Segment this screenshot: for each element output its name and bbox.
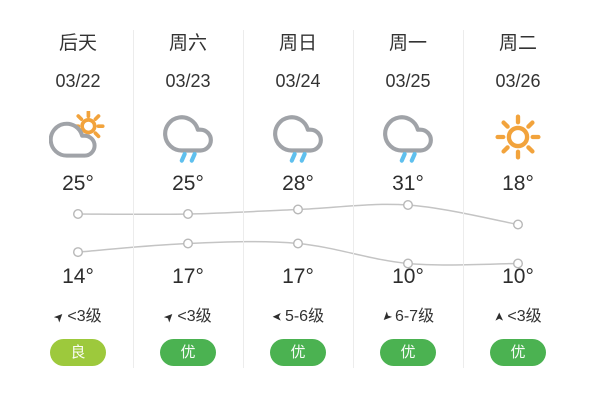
column-divider: [463, 30, 464, 368]
rain-icon: [243, 105, 353, 169]
wind-level-label: 5-6级: [284, 308, 325, 325]
wind-info: ➤<3级: [463, 295, 573, 339]
aqi-row: 优: [463, 339, 573, 369]
day-label: 后天: [58, 33, 97, 54]
chart-gap: [463, 207, 573, 259]
day-label: 周一: [388, 33, 427, 54]
high-temp-label: 28°: [282, 172, 314, 195]
low-temp-label: 10°: [392, 265, 424, 288]
wind-level-label: <3级: [67, 308, 102, 325]
aqi-badge[interactable]: 优: [270, 339, 326, 366]
high-temp-label: 25°: [62, 172, 94, 195]
wind-info: ➤<3级: [23, 295, 133, 339]
forecast-day-column[interactable]: 周二 03/26 18° 10° ➤<3级 优: [463, 0, 573, 405]
chart-gap: [243, 207, 353, 259]
chart-gap: [133, 207, 243, 259]
wind-info: ➤6-7级: [353, 295, 463, 339]
column-divider: [243, 30, 244, 368]
aqi-row: 优: [243, 339, 353, 369]
wind-info: ➤ 5-6级: [243, 295, 353, 339]
column-divider: [133, 30, 134, 368]
partly-cloudy-icon: [23, 105, 133, 169]
day-label: 周日: [278, 33, 317, 54]
forecast-day-column[interactable]: 周一 03/25 31° 10° ➤6-7级 优: [353, 0, 463, 405]
date-label: 03/22: [55, 71, 101, 91]
aqi-badge[interactable]: 良: [50, 339, 106, 366]
date-label: 03/23: [165, 71, 211, 91]
day-label: 周六: [168, 33, 207, 54]
aqi-badge[interactable]: 优: [160, 339, 216, 366]
aqi-badge[interactable]: 优: [490, 339, 546, 366]
wind-direction-icon: ➤: [492, 311, 507, 323]
low-temp-label: 17°: [172, 265, 204, 288]
chart-gap: [353, 207, 463, 259]
sunny-icon: [463, 105, 573, 169]
date-label: 03/25: [385, 71, 431, 91]
wind-level-label: 6-7级: [394, 308, 435, 325]
high-temp-label: 25°: [172, 172, 204, 195]
low-temp-label: 14°: [62, 265, 94, 288]
low-temp-label: 17°: [282, 265, 314, 288]
rain-icon: [353, 105, 463, 169]
high-temp-label: 18°: [502, 172, 534, 195]
high-temp-label: 31°: [392, 172, 424, 195]
aqi-row: 优: [353, 339, 463, 369]
column-divider: [353, 30, 354, 368]
day-label: 周二: [498, 33, 537, 54]
aqi-row: 良: [23, 339, 133, 369]
low-temp-label: 10°: [502, 265, 534, 288]
forecast-day-column[interactable]: 后天 03/22 25° 14° ➤<3级 良: [23, 0, 133, 405]
date-label: 03/26: [495, 71, 541, 91]
aqi-badge[interactable]: 优: [380, 339, 436, 366]
chart-gap: [23, 207, 133, 259]
wind-level-label: <3级: [177, 308, 212, 325]
wind-level-label: <3级: [507, 308, 542, 325]
wind-direction-icon: ➤: [271, 310, 282, 324]
wind-info: ➤<3级: [133, 295, 243, 339]
rain-icon: [133, 105, 243, 169]
forecast-day-column[interactable]: 周日 03/24 28° 17° ➤ 5-6级 优: [243, 0, 353, 405]
aqi-row: 优: [133, 339, 243, 369]
forecast-columns: 后天 03/22 25° 14° ➤<3级 良 周六 03/23 25° 17°: [23, 0, 573, 405]
date-label: 03/24: [275, 71, 321, 91]
forecast-day-column[interactable]: 周六 03/23 25° 17° ➤<3级 优: [133, 0, 243, 405]
